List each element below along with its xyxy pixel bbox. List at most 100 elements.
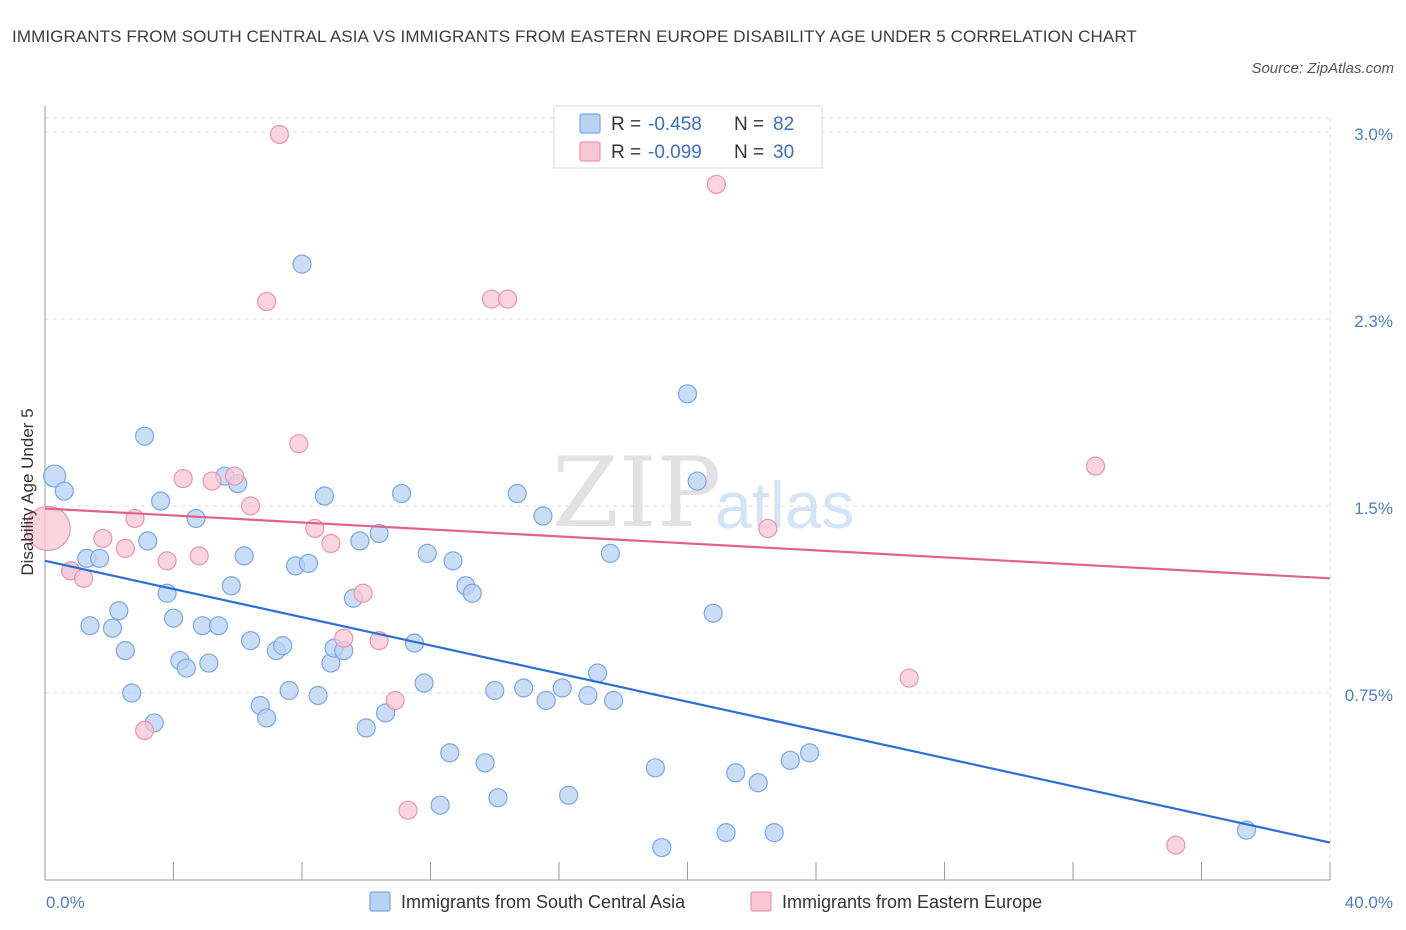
data-point <box>234 546 254 566</box>
data-point <box>257 291 277 312</box>
legend-n-label: N = <box>734 114 764 135</box>
data-point <box>102 618 123 638</box>
watermark-zip: ZIP <box>552 437 721 549</box>
y-tick-label: 0.75% <box>1345 686 1393 705</box>
data-point <box>273 636 293 656</box>
data-point <box>54 481 74 501</box>
legend-r-value: -0.099 <box>648 142 702 163</box>
chart-title: IMMIGRANTS FROM SOUTH CENTRAL ASIA VS IM… <box>12 27 1137 46</box>
data-point <box>533 506 553 526</box>
data-point <box>25 505 71 552</box>
y-tick-labels: 0.75% 1.5% 2.3% 3.0% <box>1345 125 1393 705</box>
data-point <box>176 658 196 678</box>
data-point <box>488 788 508 808</box>
data-point <box>475 753 495 773</box>
legend-n-label: N = <box>734 142 764 163</box>
data-point <box>430 795 450 815</box>
data-point <box>780 750 800 770</box>
series-legend: Immigrants from South Central Asia Immig… <box>369 891 1042 912</box>
data-point <box>208 616 229 636</box>
data-point <box>163 608 184 628</box>
data-point <box>1166 835 1186 855</box>
legend-swatch-blue <box>579 113 601 134</box>
data-point <box>289 434 309 454</box>
data-point <box>224 466 245 486</box>
data-point <box>414 673 434 693</box>
data-point <box>109 601 129 621</box>
trend-line-eastern-europe <box>44 507 1331 580</box>
data-point <box>241 631 261 651</box>
data-point <box>559 785 579 805</box>
y-tick-label: 3.0% <box>1354 125 1393 144</box>
data-point <box>600 543 621 563</box>
data-point <box>43 464 67 488</box>
data-point <box>687 471 707 491</box>
data-point <box>417 543 437 563</box>
data-point <box>186 508 206 529</box>
data-point <box>440 743 460 763</box>
data-point <box>552 678 572 698</box>
data-point <box>507 483 527 504</box>
chart-source: Source: ZipAtlas.com <box>1251 60 1394 77</box>
data-point <box>134 720 155 741</box>
data-point <box>764 823 784 843</box>
data-point <box>703 603 723 623</box>
data-point <box>716 823 736 843</box>
series-south-central-asia <box>43 254 1257 858</box>
data-point <box>115 538 135 558</box>
series-legend-label-south-central-asia: Immigrants from South Central Asia <box>401 892 686 912</box>
data-point <box>369 523 389 544</box>
data-point <box>604 690 624 711</box>
series-eastern-europe <box>25 124 1186 855</box>
data-point <box>93 528 113 549</box>
data-point <box>726 763 746 783</box>
data-point <box>485 680 505 701</box>
data-point <box>706 174 727 194</box>
data-point <box>314 486 335 506</box>
trend-lines <box>44 507 1331 844</box>
data-point <box>321 533 341 554</box>
data-point <box>298 553 319 573</box>
data-point <box>192 616 213 636</box>
data-point <box>353 583 373 603</box>
data-point <box>221 576 241 596</box>
trend-line-south-central-asia <box>44 559 1331 844</box>
legend-r-value: -0.458 <box>648 114 702 135</box>
data-point <box>799 743 820 763</box>
y-tick-label: 2.3% <box>1354 312 1393 331</box>
data-point <box>134 426 155 446</box>
data-point <box>391 483 412 504</box>
y-axis-label: Disability Age Under 5 <box>18 408 37 575</box>
data-point <box>758 518 778 539</box>
legend-swatch-pink <box>579 141 601 162</box>
data-point <box>652 837 672 858</box>
data-point <box>587 663 608 683</box>
legend-r-label: R = <box>611 142 641 163</box>
data-point <box>151 491 171 511</box>
data-point <box>173 468 193 489</box>
data-point <box>899 668 919 688</box>
legend-n-value: 82 <box>773 114 794 135</box>
x-tick-labels: 0.0% 40.0% <box>46 893 1393 912</box>
data-point <box>481 289 502 309</box>
data-point <box>498 289 518 309</box>
series-legend-swatch-blue <box>369 891 391 912</box>
data-point <box>462 583 482 603</box>
data-point <box>536 690 556 711</box>
data-point <box>1085 456 1106 476</box>
data-point <box>138 531 158 551</box>
data-point <box>122 683 142 703</box>
axes <box>44 106 1331 881</box>
data-point <box>257 708 277 728</box>
data-point <box>157 551 177 571</box>
x-tick-label: 0.0% <box>46 893 85 912</box>
watermark-atlas: atlas <box>715 468 854 542</box>
data-point <box>90 548 110 568</box>
series-legend-swatch-pink <box>750 891 772 912</box>
data-point <box>241 496 261 516</box>
data-point <box>385 690 405 711</box>
y-tick-label: 1.5% <box>1354 499 1393 518</box>
data-point <box>514 678 534 698</box>
data-point <box>350 531 370 551</box>
